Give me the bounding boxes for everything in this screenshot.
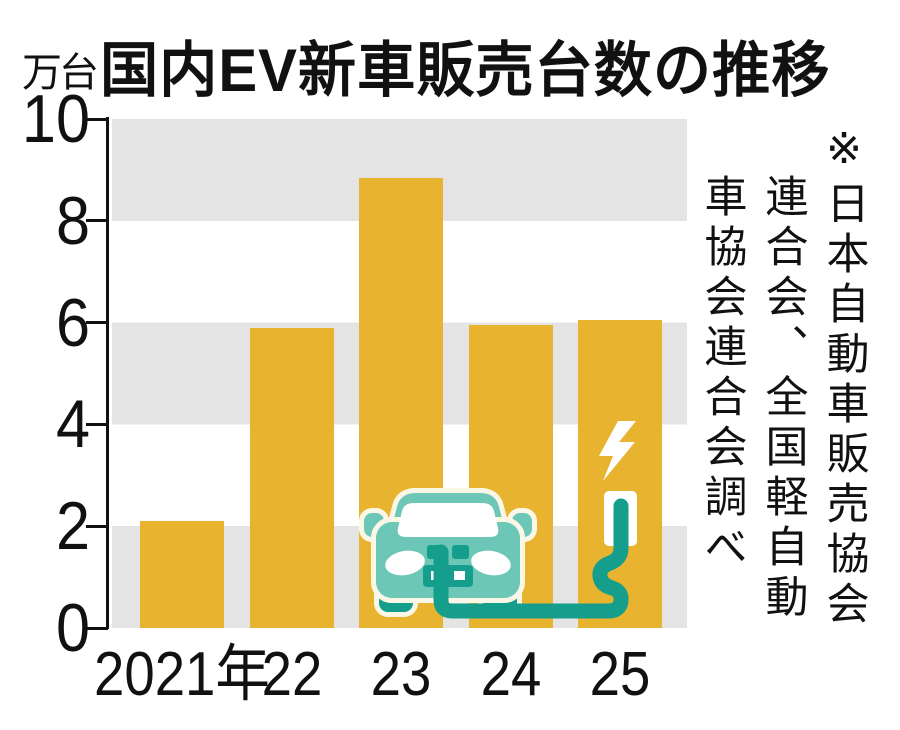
source-line: 連合会、全国軽自動 (759, 174, 807, 624)
bar-23 (359, 177, 443, 628)
y-tick-0 (86, 626, 108, 630)
bars-container (112, 119, 687, 628)
x-label-25: 25 (589, 640, 651, 709)
y-tick-label-2: 2 (55, 488, 90, 565)
y-tick-8 (86, 219, 108, 223)
x-label-22: 22 (261, 640, 322, 709)
y-tick-label-6: 6 (55, 284, 90, 361)
y-tick-label-0: 0 (55, 590, 90, 666)
x-label-24: 24 (480, 640, 541, 709)
x-label-2021年: 2021年 (94, 640, 270, 709)
chart-title: 国内EV新車販売台数の推移 (100, 37, 831, 104)
x-label-23: 23 (370, 640, 432, 709)
bar-22 (249, 327, 334, 628)
y-tick-6 (86, 321, 108, 325)
y-tick-label-4: 4 (55, 386, 90, 463)
source-note: ※日本自動車販売協会 連合会、全国軽自動 車協会連合会調べ (691, 124, 874, 684)
bar-2021年 (140, 521, 224, 628)
y-tick-10 (86, 117, 108, 121)
bar-25 (578, 320, 662, 628)
y-axis-line (106, 117, 109, 629)
source-line: ※日本自動車販売協会 (820, 124, 868, 631)
bar-24 (468, 325, 553, 628)
y-tick-label-8: 8 (55, 182, 90, 259)
source-line: 車協会連合会調べ (698, 174, 746, 574)
y-tick-4 (86, 422, 108, 426)
y-tick-2 (86, 524, 108, 528)
y-axis-unit-label: 万台 (22, 51, 99, 95)
